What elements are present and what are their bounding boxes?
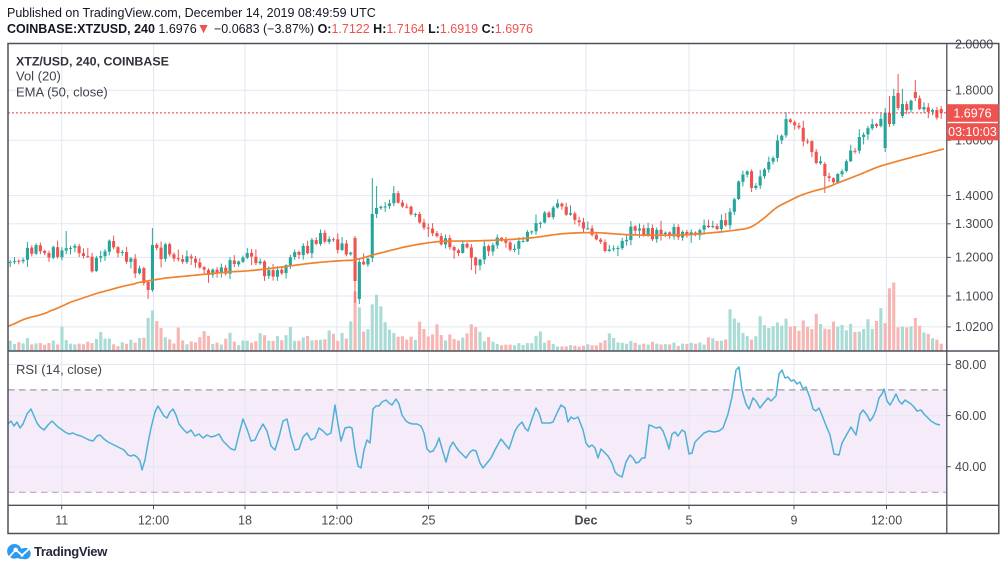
svg-text:EMA (50, close): EMA (50, close) [16, 85, 108, 100]
svg-text:1.2000: 1.2000 [955, 251, 993, 265]
svg-text:1.8000: 1.8000 [955, 84, 993, 98]
svg-text:12:00: 12:00 [871, 514, 902, 528]
svg-text:Published on TradingView.com,: Published on TradingView.com, December 1… [7, 6, 376, 20]
svg-text:Dec: Dec [575, 514, 598, 528]
svg-text:12:00: 12:00 [321, 514, 352, 528]
svg-text:2.0000: 2.0000 [955, 38, 993, 52]
svg-text:18: 18 [238, 514, 252, 528]
svg-text:RSI (14, close): RSI (14, close) [16, 362, 102, 377]
svg-text:03:10:03: 03:10:03 [948, 125, 997, 139]
svg-text:12:00: 12:00 [138, 514, 169, 528]
svg-text:XTZ/USD, 240, COINBASE: XTZ/USD, 240, COINBASE [16, 55, 169, 69]
svg-text:1.0200: 1.0200 [955, 320, 993, 334]
svg-text:60.00: 60.00 [955, 409, 986, 423]
svg-text:5: 5 [686, 514, 693, 528]
svg-text:11: 11 [55, 514, 68, 528]
svg-text:80.00: 80.00 [955, 358, 986, 372]
svg-text:Vol (20): Vol (20) [16, 69, 61, 84]
svg-text:COINBASE:XTZUSD, 240 1.6976▼ −: COINBASE:XTZUSD, 240 1.6976▼ −0.0683 (−3… [7, 20, 533, 36]
svg-text:40.00: 40.00 [955, 460, 986, 474]
svg-text:1.1000: 1.1000 [955, 289, 993, 303]
svg-text:9: 9 [791, 514, 798, 528]
svg-text:1.4000: 1.4000 [955, 189, 993, 203]
svg-text:25: 25 [422, 514, 436, 528]
svg-text:1.3000: 1.3000 [955, 217, 993, 231]
svg-text:1.6976: 1.6976 [953, 106, 991, 120]
svg-text:TradingView: TradingView [34, 544, 108, 559]
